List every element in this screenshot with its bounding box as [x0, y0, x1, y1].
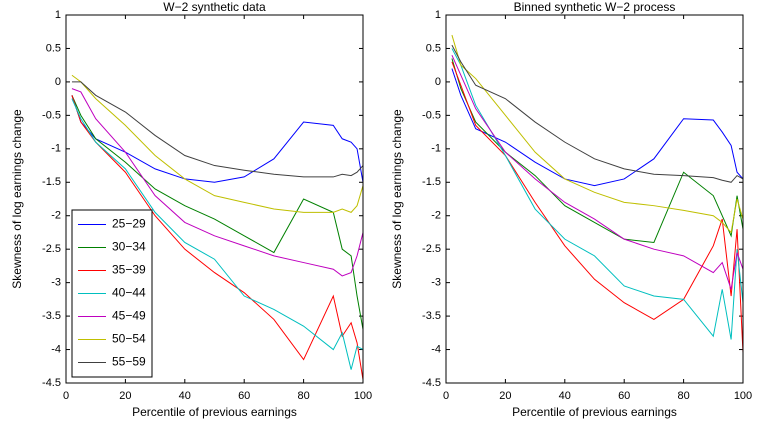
- y-tick-label: -4.5: [422, 377, 441, 389]
- series-line: [451, 58, 743, 244]
- plot-area: [71, 74, 363, 380]
- x-tick-label: 100: [354, 390, 372, 402]
- y-tick-label: 1: [55, 9, 61, 21]
- series-line: [71, 95, 363, 183]
- y-tick-label: -1.5: [42, 176, 61, 188]
- x-axis-label: Percentile of previous earnings: [512, 405, 677, 419]
- y-tick-label: -4: [431, 343, 441, 355]
- series-line: [71, 95, 363, 380]
- x-tick-label: 60: [618, 390, 630, 402]
- y-tick-label: 1: [435, 9, 441, 21]
- x-tick-label: 100: [734, 390, 752, 402]
- y-tick-label: 0: [55, 76, 61, 88]
- series-line: [451, 68, 743, 187]
- y-tick-label: -2.5: [422, 243, 441, 255]
- legend-label: 50−54: [112, 332, 146, 346]
- x-tick-label: 80: [297, 390, 309, 402]
- y-tick-label: -2.5: [42, 243, 61, 255]
- series-line: [71, 88, 363, 277]
- series-line: [451, 34, 743, 234]
- axes-box: [445, 14, 744, 384]
- y-tick-label: -0.5: [42, 109, 61, 121]
- x-tick-label: 20: [119, 390, 131, 402]
- x-tick-label: 40: [559, 390, 571, 402]
- series-line: [451, 44, 743, 183]
- x-tick-label: 40: [179, 390, 191, 402]
- series-line: [71, 98, 363, 370]
- legend-label: 35−39: [112, 263, 146, 277]
- series-line: [71, 95, 363, 330]
- x-tick-label: 0: [443, 390, 449, 402]
- y-tick-label: -1.5: [422, 176, 441, 188]
- legend-label: 25−29: [112, 217, 146, 231]
- series-line: [451, 48, 743, 340]
- y-tick-label: -1: [51, 143, 61, 155]
- axes-box: [65, 14, 364, 384]
- y-tick-label: 0: [435, 76, 441, 88]
- y-tick-label: -4: [51, 343, 61, 355]
- series-line: [71, 81, 363, 178]
- x-axis-label: Percentile of previous earnings: [132, 405, 297, 419]
- y-tick-label: 0.5: [46, 42, 61, 54]
- x-tick-label: 60: [238, 390, 250, 402]
- y-axis-label: Skewness of log earnings change: [10, 109, 24, 289]
- series-line: [451, 54, 743, 290]
- legend-label: 30−34: [112, 240, 146, 254]
- series-line: [451, 61, 743, 353]
- x-tick-label: 0: [63, 390, 69, 402]
- plot-area: [451, 34, 743, 353]
- y-tick-label: -3.5: [42, 310, 61, 322]
- y-tick-label: 0.5: [426, 42, 441, 54]
- legend-label: 40−44: [112, 286, 146, 300]
- y-tick-label: -1: [431, 143, 441, 155]
- y-tick-label: -3: [51, 277, 61, 289]
- y-tick-label: -4.5: [42, 377, 61, 389]
- legend-label: 45−49: [112, 309, 146, 323]
- y-tick-label: -3: [431, 277, 441, 289]
- series-line: [71, 74, 363, 213]
- y-axis-label: Skewness of log earnings change: [390, 109, 404, 289]
- y-tick-label: -2: [431, 210, 441, 222]
- legend-label: 55−59: [112, 355, 146, 369]
- x-tick-label: 80: [677, 390, 689, 402]
- y-tick-label: -0.5: [422, 109, 441, 121]
- y-tick-label: -2: [51, 210, 61, 222]
- chart-title: W−2 synthetic data: [163, 0, 266, 14]
- y-tick-label: -3.5: [422, 310, 441, 322]
- x-tick-label: 20: [499, 390, 511, 402]
- chart-title: Binned synthetic W−2 process: [514, 0, 676, 14]
